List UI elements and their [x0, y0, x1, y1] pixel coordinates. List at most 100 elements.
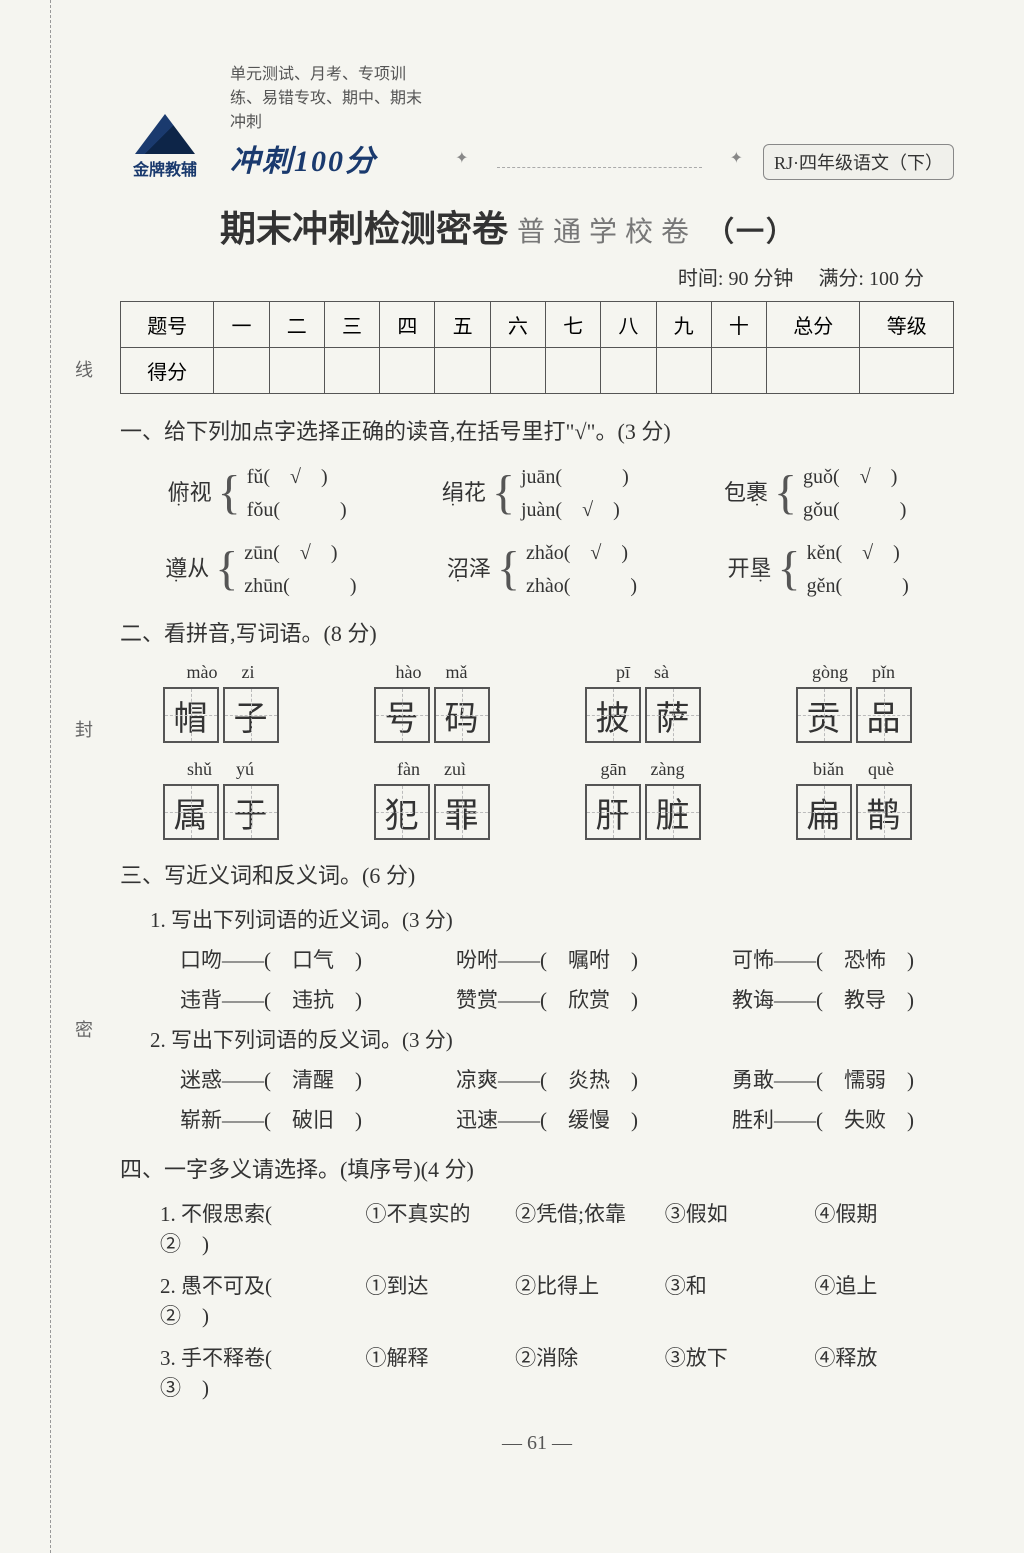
q2-item: pīsà 披萨: [552, 662, 733, 743]
q1-option: zhǎo( √ ): [526, 536, 637, 565]
q1-option: kěn( √ ): [807, 536, 909, 565]
title-main: 期末冲刺检测密卷: [220, 209, 508, 249]
q4-option: ④追上: [814, 1270, 934, 1330]
title-sub: 普通学校卷: [517, 217, 697, 248]
q4-option: ①不真实的: [365, 1198, 485, 1258]
q3-row: 迷惑——( 清醒 )凉爽——( 炎热 )勇敢——( 懦弱 ): [180, 1064, 914, 1094]
star-icon: ✦: [455, 148, 468, 168]
q4-option: ①到达: [365, 1270, 485, 1330]
pinyin-row: pīsà: [616, 662, 669, 683]
q1-item: 遵从{zūn( √ )zhūn( ): [165, 536, 356, 598]
q3-sub2: 2. 写出下列词语的反义词。(3 分): [150, 1024, 954, 1054]
th: 八: [601, 302, 656, 348]
question-3: 三、写近义词和反义词。(6 分) 1. 写出下列词语的近义词。(3 分) 口吻—…: [120, 858, 954, 1134]
q1-item: 开垦{kěn( √ )gěn( ): [727, 536, 908, 598]
q4-stem: 2. 愚不可及( ② ): [160, 1270, 335, 1330]
char-boxes: 披萨: [585, 687, 701, 743]
q1-word: 开垦: [727, 551, 771, 583]
brand-title: 冲刺100分: [230, 136, 435, 180]
char-boxes: 肝脏: [585, 784, 701, 840]
char-box: 于: [223, 784, 279, 840]
q1-item: 沼泽{zhǎo( √ )zhào( ): [447, 536, 637, 598]
q1-row: 俯视{fǔ( √ )fǒu( ) 绢花{juān( )juàn( √ ) 包裹 { gu…: [120, 460, 954, 522]
q1-row: 遵从{zūn( √ )zhūn( )沼泽{zhǎo( √ )zhào( )开垦{…: [120, 536, 954, 598]
question-4: 四、一字多义请选择。(填序号)(4 分) 1. 不假思索( ② )①不真实的②凭…: [120, 1152, 954, 1402]
q1-word: 包裹: [724, 475, 768, 507]
th: 一: [214, 302, 269, 348]
q1-option: fǒu( ): [247, 493, 347, 522]
header: 金牌教辅 单元测试、月考、专项训练、易错专攻、期中、期末冲刺 冲刺100分 ✦ …: [120, 60, 954, 180]
score-value-row: 得分: [121, 348, 954, 394]
char-box: 品: [856, 687, 912, 743]
th: 等级: [860, 302, 954, 348]
th: 总分: [767, 302, 860, 348]
char-box: 肝: [585, 784, 641, 840]
q2-item: shǔyú属于: [130, 759, 311, 840]
q1-item: 俯视{fǔ( √ )fǒu( ): [168, 460, 347, 522]
q3-pair: 违背——( 违抗 ): [180, 984, 362, 1014]
char-box: 鹊: [856, 784, 912, 840]
q1-options: zhǎo( √ )zhào( ): [526, 536, 637, 598]
brace-icon: {: [778, 552, 801, 586]
row-label: 得分: [121, 348, 214, 394]
q2-item: gānzàng肝脏: [552, 759, 733, 840]
q4-option: ④假期: [814, 1198, 934, 1258]
q3-pair: 迷惑——( 清醒 ): [180, 1064, 362, 1094]
th: 四: [380, 302, 435, 348]
brace-icon: {: [497, 552, 520, 586]
char-boxes: 号码: [374, 687, 490, 743]
q4-option: ③放下: [665, 1342, 785, 1402]
book-logo-icon: [135, 114, 195, 154]
q1-item: 包裹{guǒ( √ )gǒu( ): [724, 460, 906, 522]
brace-icon: {: [218, 476, 241, 510]
dashed-divider: [497, 167, 702, 168]
logo: 金牌教辅: [120, 114, 210, 180]
q1-options: juān( )juàn( √ ): [521, 460, 629, 522]
char-boxes: 扁鹊: [796, 784, 912, 840]
title-paren: （一）: [706, 217, 796, 248]
q3-pair: 赞赏——( 欣赏 ): [456, 984, 638, 1014]
exam-page: 线 封 密 金牌教辅 单元测试、月考、专项训练、易错专攻、期中、期末冲刺 冲刺1…: [0, 0, 1024, 1553]
q4-stem: 3. 手不释卷( ③ ): [160, 1342, 335, 1402]
q1-option: juàn( √ ): [521, 493, 629, 522]
q3-pair: 凉爽——( 炎热 ): [456, 1064, 638, 1094]
binding-line: [50, 0, 51, 1553]
q4-option: ④释放: [814, 1342, 934, 1402]
q4-option: ③和: [665, 1270, 785, 1330]
q4-option: ②凭借;依靠: [515, 1198, 635, 1258]
header-text: 单元测试、月考、专项训练、易错专攻、期中、期末冲刺 冲刺100分: [230, 60, 435, 180]
th: 二: [269, 302, 324, 348]
q2-item: gòngpǐn 贡品: [763, 662, 944, 743]
th: 九: [656, 302, 711, 348]
pinyin-row: màozi: [187, 662, 255, 683]
time-label: 时间:: [678, 268, 724, 290]
char-boxes: 犯罪: [374, 784, 490, 840]
q2-grid: màozi帽子hàomǎ号码pīsà披萨gòngpǐn贡品shǔyú属于fànz…: [130, 662, 944, 840]
pinyin-row: gòngpǐn: [812, 662, 895, 683]
th: 六: [490, 302, 545, 348]
q3-sub1: 1. 写出下列词语的近义词。(3 分): [150, 904, 954, 934]
star-icon: ✦: [730, 148, 743, 168]
char-box: 码: [434, 687, 490, 743]
q2-title: 二、看拼音,写词语。(8 分): [120, 616, 954, 648]
brace-icon: {: [492, 476, 515, 510]
char-box: 子: [223, 687, 279, 743]
char-boxes: 属于: [163, 784, 279, 840]
q3-row: 崭新——( 破旧 )迅速——( 缓慢 )胜利——( 失败 ): [180, 1104, 914, 1134]
q1-options: zūn( √ )zhūn( ): [244, 536, 356, 598]
q4-option: ③假如: [665, 1198, 785, 1258]
q3-pair: 崭新——( 破旧 ): [180, 1104, 362, 1134]
char-box: 贡: [796, 687, 852, 743]
q2-item: màozi帽子: [130, 662, 311, 743]
th: 三: [324, 302, 379, 348]
q4-option: ②比得上: [515, 1270, 635, 1330]
q1-options: fǔ( √ )fǒu( ): [247, 460, 347, 522]
q1-item: 绢花{juān( )juàn( √ ): [442, 460, 629, 522]
time-value: 90 分钟: [728, 268, 793, 290]
q1-option: guǒ( √ ): [803, 460, 906, 489]
q1-option: gǒu( ): [803, 493, 906, 522]
score-table: 题号 一 二 三 四 五 六 七 八 九 十 总分 等级 得分: [120, 301, 954, 394]
main-title: 期末冲刺检测密卷 普通学校卷 （一）: [220, 200, 954, 252]
q2-item: biǎnquè扁鹊: [763, 759, 944, 840]
q1-word: 遵从: [165, 551, 209, 583]
